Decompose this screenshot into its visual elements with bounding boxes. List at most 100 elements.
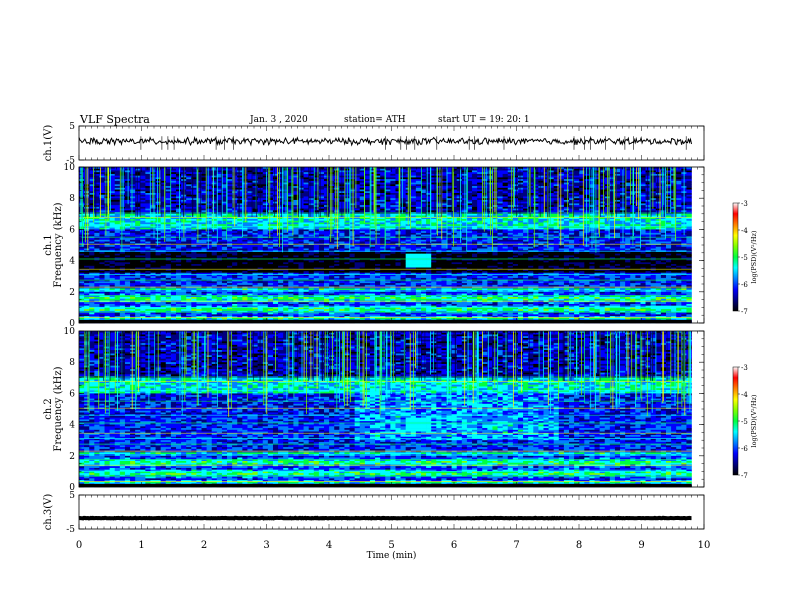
ch1-spectrogram-cell — [130, 191, 136, 194]
ch1-spectrogram-cell — [584, 189, 590, 192]
ch1-spectrogram-cell — [385, 206, 391, 209]
ch1-spectrogram-cell — [517, 196, 524, 199]
ch1-spectrogram-cell — [318, 182, 325, 185]
ch1-spectrogram-cell — [625, 196, 631, 199]
ch1-spectrogram-cell — [614, 205, 621, 208]
ch1-spectrogram-cell — [201, 194, 207, 197]
ch1-spectrogram-cell — [201, 191, 207, 194]
ch1-spectrogram-cell — [359, 168, 366, 171]
ch1-spectrogram-cell — [497, 186, 503, 189]
ch1-spectrogram-cell — [278, 175, 284, 178]
ch1-spectrogram-cell — [267, 175, 274, 178]
ch1-spectrogram-cell — [482, 191, 488, 194]
ch1-spectrogram-cell — [191, 210, 197, 213]
ch1-spectrogram-cell — [84, 234, 90, 237]
ch1-spectrogram-cell — [201, 184, 207, 187]
ch1-spectrogram-cell — [400, 177, 406, 180]
ch1-spectrogram-cell — [170, 231, 177, 234]
ch1-spectrogram-cell — [252, 229, 258, 232]
ch1-spectrogram-cell — [247, 179, 253, 182]
ch1-spectrogram-cell — [426, 170, 432, 173]
ch1-spectrogram-cell — [262, 182, 269, 185]
ch1-spectrogram-cell — [426, 179, 432, 182]
ch1-spectrogram-cell — [364, 206, 371, 209]
ch1-spectrogram-cell — [324, 234, 330, 237]
ch1-spectrogram-cell — [364, 179, 371, 182]
ch1-spectrogram-cell — [507, 201, 514, 204]
ch1-spectrogram-cell — [196, 201, 202, 204]
ch1-spectrogram-cell — [104, 175, 110, 178]
ch1-spectrogram-cell — [186, 191, 192, 194]
ch1-spectrogram-cell — [293, 180, 299, 183]
ch1-spectrogram-cell — [267, 196, 274, 199]
ch1-spectrogram-cell — [574, 173, 580, 176]
ch1-spectrogram-cell — [201, 196, 207, 199]
ch1-spectrogram-cell — [99, 205, 105, 208]
ch1-spectrogram-cell — [293, 186, 299, 189]
ch1-spectrogram-cell — [497, 184, 503, 187]
ch1-spectrogram-cell — [135, 206, 141, 209]
ch1-spectrogram-cell — [293, 222, 299, 225]
ch1-spectrogram-cell — [466, 220, 473, 223]
ch1-spectrogram-cell — [375, 194, 381, 197]
ch1-spectrogram-cell — [344, 238, 350, 241]
ch1-spectrogram-cell — [548, 232, 554, 235]
ch1-spectrogram-cell — [349, 210, 355, 213]
ch1-spectrogram-cell — [135, 198, 141, 201]
ch1-spectrogram-cell — [569, 168, 575, 171]
ch1-spectrogram-cell — [609, 167, 616, 170]
ch1-spectrogram-cell — [436, 208, 442, 211]
ch1-spectrogram-cell — [477, 184, 483, 187]
ch1-spectrogram-cell — [303, 201, 309, 204]
ch1-spectrogram-cell — [599, 229, 606, 232]
ch1-spectrogram-cell — [201, 182, 207, 185]
ch1-spectrogram-cell — [650, 231, 657, 234]
ch1-spectrogram-cell — [400, 199, 406, 202]
ch1-spectrogram-cell — [512, 210, 519, 213]
ch1-spectrogram-cell — [431, 191, 437, 194]
ch1-spectrogram-cell — [548, 170, 554, 173]
ch1-spectrogram-cell — [242, 234, 248, 237]
ch1-spectrogram-cell — [543, 184, 549, 187]
ch1-spectrogram-cell — [574, 180, 580, 183]
ch1-spectrogram-cell — [676, 234, 682, 237]
ch1-spectrogram-cell — [410, 234, 417, 237]
ch1-spectrogram-cell — [477, 222, 483, 225]
ch1-spectrogram-cell — [293, 205, 299, 208]
ch1-spectrogram-cell — [390, 213, 396, 216]
ch1-spectrogram-cell — [676, 232, 682, 235]
ch1-spectrogram-cell — [492, 220, 498, 223]
ch1-spectrogram-cell — [135, 234, 141, 237]
ch1-spectrogram-cell — [196, 179, 202, 182]
ch1-spectrogram-cell — [191, 196, 197, 199]
ch1-spectrogram-cell — [196, 170, 202, 173]
ch1-spectrogram-cell — [170, 179, 177, 182]
ch1-spectrogram-cell — [441, 199, 447, 202]
ch1-spectrogram-cell — [114, 189, 121, 192]
ch1-spectrogram-cell — [533, 186, 539, 189]
ch1-spectrogram-cell — [395, 175, 401, 178]
ch1-spectrogram-cell — [257, 238, 264, 241]
ch1-spectrogram-cell — [497, 196, 503, 199]
ch1-spectrogram-cell — [512, 219, 519, 222]
ch1-spectrogram-cell — [201, 234, 207, 237]
ch1-spectrogram-cell — [155, 227, 161, 230]
ch1-spectrogram-cell — [124, 199, 131, 202]
ch1-spectrogram-cell — [512, 229, 519, 232]
ch1-spectrogram-cell — [655, 206, 662, 209]
ch1-spectrogram-cell — [563, 187, 570, 190]
ch1-spectrogram-cell — [497, 182, 503, 185]
ch1-spectrogram-cell — [655, 173, 662, 176]
ch1-spectrogram-cell — [359, 224, 366, 227]
ch1-spectrogram-cell — [349, 215, 355, 218]
ch1-spectrogram-cell — [262, 172, 269, 175]
ch1-spectrogram-cell — [267, 205, 274, 208]
ch1-spectrogram-cell — [380, 196, 386, 199]
ch1-spectrogram-cell — [456, 227, 463, 230]
ch1-spectrogram-cell — [318, 172, 325, 175]
ch1-spectrogram-cell — [650, 229, 657, 232]
ch1-spectrogram-cell — [538, 180, 544, 183]
ch1-spectrogram-cell — [145, 205, 151, 208]
ch1-spectrogram-cell — [196, 220, 202, 223]
ch1-spectrogram-cell — [553, 167, 560, 170]
